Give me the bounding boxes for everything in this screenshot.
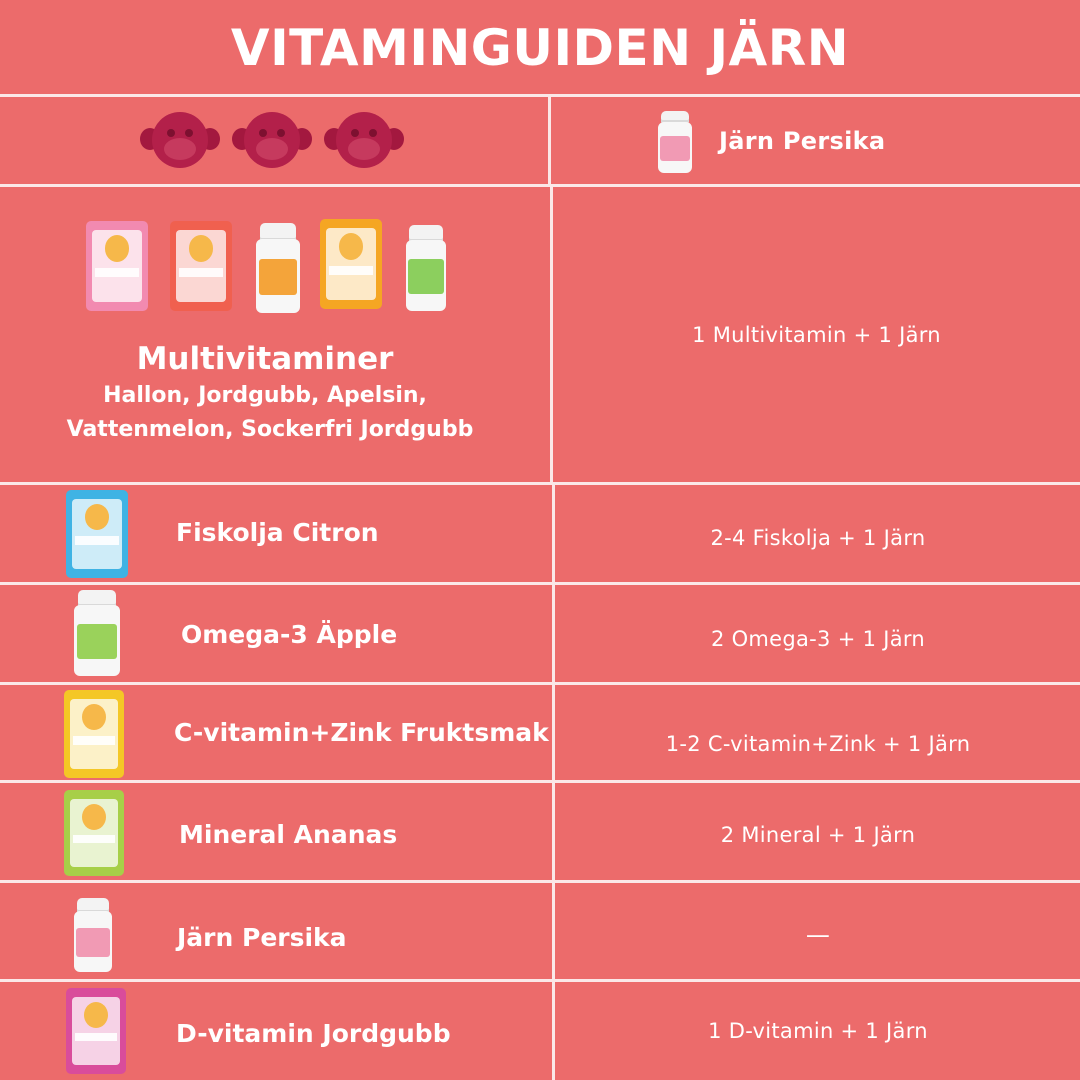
multivitamin-jordgubb-package-icon: [170, 221, 232, 311]
d-vitamin-package-icon: [66, 988, 126, 1074]
multivitamin-sockerfri-jar-icon: [406, 225, 446, 311]
monkey-gummy-icon: [140, 112, 220, 168]
product-name: Fiskolja Citron: [176, 518, 379, 547]
fiskolja-package-icon: [66, 490, 128, 578]
row-divider: [0, 184, 1080, 187]
column-divider: [550, 184, 553, 484]
row-divider: [0, 682, 1080, 685]
monkey-gummy-icon: [232, 112, 312, 168]
header-product: Järn Persika: [556, 97, 1080, 184]
mineral-package-icon: [64, 790, 124, 876]
combination-text: 2 Mineral + 1 Järn: [720, 822, 916, 847]
multivitamin-jar-icon: [256, 223, 300, 313]
product-name: Omega-3 Äpple: [181, 620, 398, 649]
row-divider: [0, 780, 1080, 783]
row-divider: [0, 880, 1080, 883]
column-divider: [548, 94, 551, 186]
omega3-jar-icon: [74, 590, 120, 676]
combination-text: 1-2 C-vitamin+Zink + 1 Järn: [665, 732, 971, 756]
row-divider: [0, 482, 1080, 485]
product-name: C-vitamin+Zink Fruktsmak: [174, 718, 549, 747]
multivitamin-flavors-line2: Vattenmelon, Sockerfri Jordgubb: [66, 417, 474, 442]
multivitamin-title: Multivitaminer: [136, 341, 394, 377]
combination-text: 1 D-vitamin + 1 Järn: [708, 1019, 928, 1043]
combination-text: 2-4 Fiskolja + 1 Järn: [710, 525, 926, 550]
multivitamin-apelsin-package-icon: [320, 219, 382, 309]
monkey-gummy-icon: [324, 112, 404, 168]
product-name: Mineral Ananas: [179, 820, 398, 849]
product-name: Järn Persika: [177, 923, 347, 952]
row-divider: [0, 94, 1080, 97]
product-name: D-vitamin Jordgubb: [176, 1019, 451, 1048]
combination-text: —: [805, 921, 831, 949]
header-product-name: Järn Persika: [719, 127, 886, 155]
jarn-jar-icon: [74, 898, 112, 972]
row-divider: [0, 582, 1080, 585]
multivitamin-combination: 1 Multivitamin + 1 Järn: [692, 322, 941, 347]
header-gummies: [0, 97, 548, 184]
c-vitamin-zink-package-icon: [64, 690, 124, 778]
column-divider: [552, 482, 555, 1080]
jarn-jar-icon: [658, 111, 692, 173]
multivitamin-hallon-package-icon: [86, 221, 148, 311]
page-title: VITAMINGUIDEN JÄRN: [230, 18, 850, 77]
multivitamin-cell: Multivitaminer Hallon, Jordgubb, Apelsin…: [0, 187, 550, 482]
multivitamin-flavors-line1: Hallon, Jordgubb, Apelsin,: [103, 383, 427, 408]
row-divider: [0, 979, 1080, 982]
combination-text: 2 Omega-3 + 1 Järn: [710, 627, 926, 651]
